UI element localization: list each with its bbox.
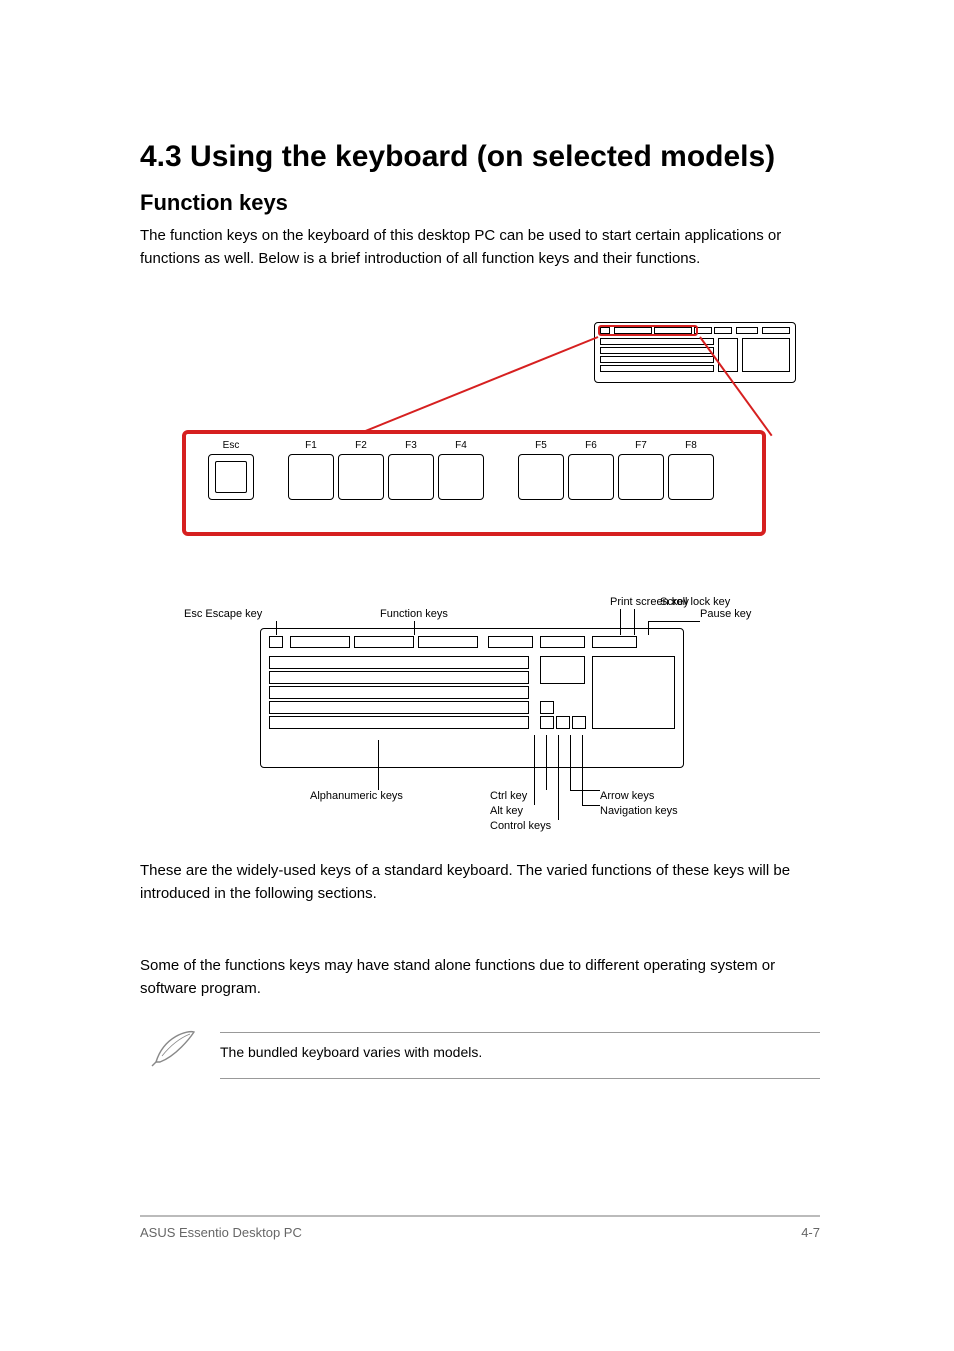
label-funckeys: Function keys: [380, 608, 448, 620]
paragraph-1: The function keys on the keyboard of thi…: [140, 225, 820, 270]
key-f3: [388, 454, 434, 500]
key-f8: [668, 454, 714, 500]
note-rule-bot: [220, 1078, 820, 1079]
key-esc: [208, 454, 254, 500]
keylabel-esc: Esc: [218, 440, 244, 451]
section-subtitle: Function keys: [140, 190, 288, 216]
label-nav: Navigation keys: [600, 805, 678, 817]
key-f6: [568, 454, 614, 500]
mini-keyboard-highlight: [598, 325, 698, 336]
keylabel-f7: F7: [630, 440, 652, 451]
key-f7: [618, 454, 664, 500]
key-f4: [438, 454, 484, 500]
keylabel-f5: F5: [530, 440, 552, 451]
keylabel-f4: F4: [450, 440, 472, 451]
label-alt: Alt key: [490, 805, 523, 817]
keylabel-f6: F6: [580, 440, 602, 451]
note-text: The bundled keyboard varies with models.: [220, 1044, 820, 1060]
detail-keyboard: [260, 628, 684, 768]
label-pause: Pause key: [700, 608, 770, 620]
keylabel-f2: F2: [350, 440, 372, 451]
paragraph-3: Some of the functions keys may have stan…: [140, 955, 820, 1000]
key-f2: [338, 454, 384, 500]
label-control: Control keys: [490, 820, 551, 832]
note-rule-top: [220, 1032, 820, 1033]
keylabel-f1: F1: [300, 440, 322, 451]
key-f1: [288, 454, 334, 500]
paragraph-2: These are the widely-used keys of a stan…: [140, 860, 820, 905]
footer-right: 4-7: [801, 1225, 820, 1240]
label-scrolllock: Scroll lock key: [660, 596, 750, 608]
label-ctrl: Ctrl key: [490, 790, 527, 802]
label-esc: Esc Escape key: [184, 608, 262, 620]
keylabel-f8: F8: [680, 440, 702, 451]
note-icon: [150, 1028, 198, 1073]
footer-rule: [140, 1215, 820, 1217]
footer-left: ASUS Essentio Desktop PC: [140, 1225, 302, 1240]
label-alnum: Alphanumeric keys: [310, 790, 403, 802]
page-title: 4.3 Using the keyboard (on selected mode…: [140, 140, 775, 174]
keylabel-f3: F3: [400, 440, 422, 451]
mini-keyboard: [594, 322, 796, 383]
key-f5: [518, 454, 564, 500]
label-arrow: Arrow keys: [600, 790, 654, 802]
zoom-frame: Esc F1 F2 F3 F4 F5 F6 F7 F8: [182, 430, 766, 536]
